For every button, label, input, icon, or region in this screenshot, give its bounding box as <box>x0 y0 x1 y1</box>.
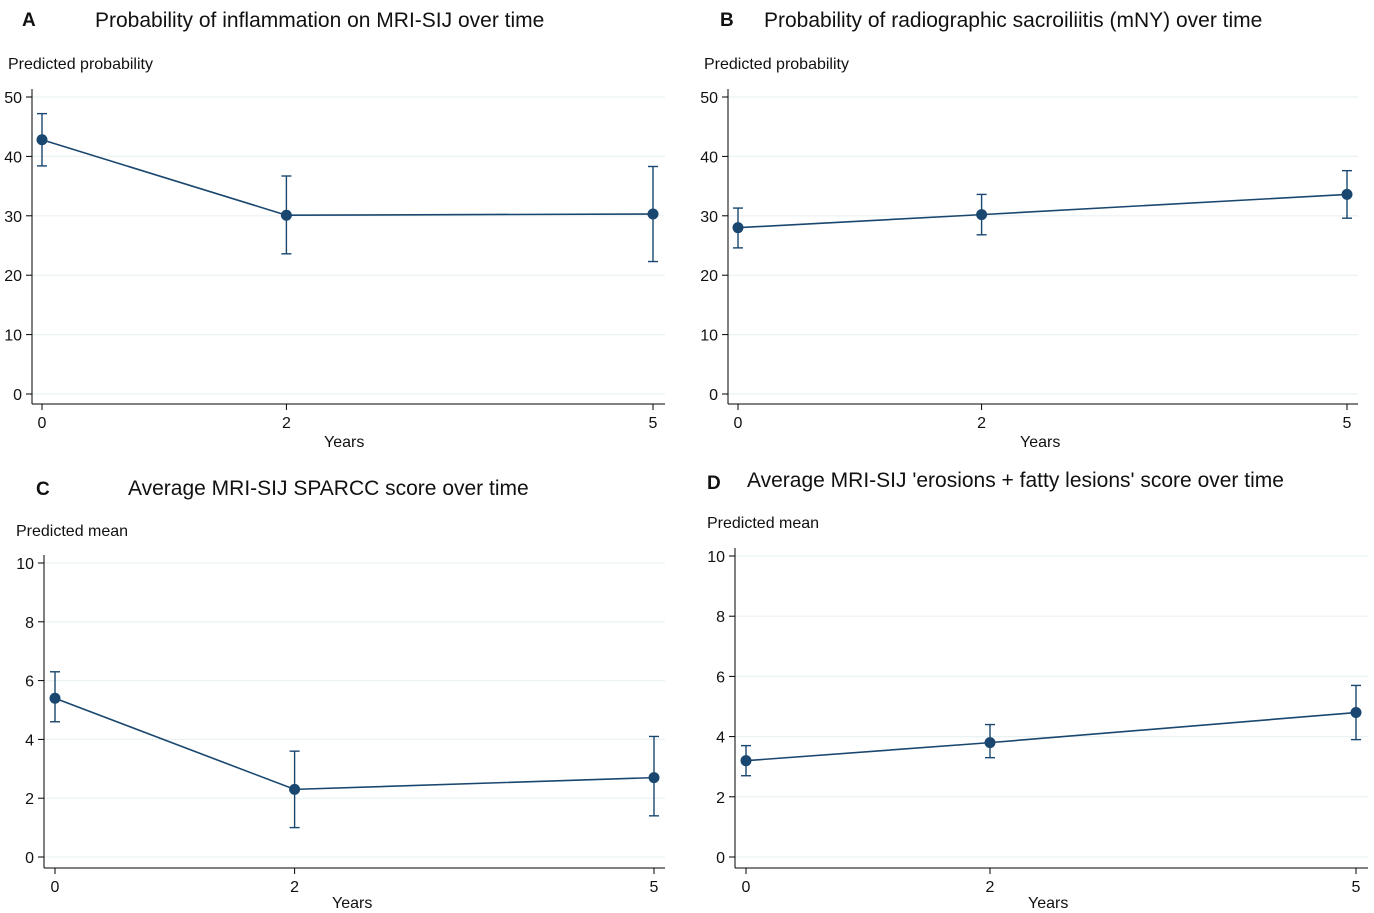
plot-area: 0 10 20 30 40 50 0 2 5 <box>4 89 665 432</box>
data-point <box>984 737 996 749</box>
x-axis-label: Years <box>332 895 373 912</box>
series-line <box>41 139 654 217</box>
chart-panel-d: D Average MRI-SIJ 'erosions + fatty lesi… <box>690 460 1374 912</box>
y-tick-label: 30 <box>700 209 718 226</box>
data-point <box>732 222 744 234</box>
x-tick-label: 0 <box>51 879 60 896</box>
panel-letter: C <box>36 479 50 500</box>
y-tick-label: 4 <box>25 732 34 749</box>
y-tick-label: 20 <box>4 268 22 285</box>
data-point <box>648 772 660 784</box>
x-tick-label: 2 <box>986 879 995 896</box>
data-point <box>36 134 48 146</box>
y-tick-label: 6 <box>716 669 725 686</box>
y-tick-label: 50 <box>700 90 718 107</box>
y-tick-label: 40 <box>700 149 718 166</box>
data-point <box>280 209 292 221</box>
chart-title: Probability of radiographic sacroiliitis… <box>764 9 1263 32</box>
x-tick-label: 2 <box>282 415 291 432</box>
data-point <box>1341 188 1353 200</box>
panel-letter: D <box>707 473 721 494</box>
series-line <box>54 697 655 791</box>
y-tick-label: 10 <box>4 328 22 345</box>
y-tick-label: 20 <box>700 268 718 285</box>
chart-panel-b: B Probability of radiographic sacroiliit… <box>690 0 1374 460</box>
plot-area: 0 10 20 30 40 50 0 2 5 <box>700 89 1358 432</box>
chart-title: Average MRI-SIJ 'erosions + fatty lesion… <box>747 469 1284 492</box>
plot-area: 0 2 4 6 8 10 0 2 5 <box>16 555 665 896</box>
y-tick-label: 0 <box>709 387 718 404</box>
y-axis-label: Predicted probability <box>8 56 153 73</box>
x-tick-label: 5 <box>650 879 659 896</box>
y-tick-label: 8 <box>25 615 34 632</box>
chart-panel-c: C Average MRI-SIJ SPARCC score over time… <box>0 460 690 912</box>
data-point <box>1350 707 1362 719</box>
x-tick-label: 2 <box>977 415 986 432</box>
y-tick-label: 10 <box>16 556 34 573</box>
x-tick-label: 5 <box>649 415 658 432</box>
y-tick-label: 10 <box>707 549 725 566</box>
y-tick-label: 2 <box>716 790 725 807</box>
y-axis-label: Predicted probability <box>704 56 849 73</box>
series-line <box>737 193 1348 229</box>
plot-area: 0 2 4 6 8 10 0 2 5 <box>707 548 1368 896</box>
panel-letter: B <box>720 10 734 31</box>
data-point <box>647 208 659 220</box>
y-tick-label: 8 <box>716 609 725 626</box>
y-tick-label: 50 <box>4 90 22 107</box>
y-axis-label: Predicted mean <box>707 515 820 532</box>
y-tick-label: 0 <box>25 850 34 867</box>
x-tick-label: 0 <box>734 415 743 432</box>
x-tick-label: 2 <box>290 879 299 896</box>
data-point <box>976 209 988 221</box>
panel-letter: A <box>22 10 36 31</box>
y-axis-label: Predicted mean <box>16 523 129 540</box>
x-axis-label: Years <box>1020 434 1061 451</box>
x-tick-label: 5 <box>1343 415 1352 432</box>
data-point <box>289 783 301 795</box>
chart-panel-a: A Probability of inflammation on MRI-SIJ… <box>0 0 690 460</box>
x-axis-label: Years <box>324 434 365 451</box>
y-tick-label: 0 <box>716 850 725 867</box>
x-tick-label: 0 <box>742 879 751 896</box>
data-point <box>740 755 752 767</box>
chart-title: Average MRI-SIJ SPARCC score over time <box>128 477 529 500</box>
y-tick-label: 2 <box>25 791 34 808</box>
y-tick-label: 0 <box>13 387 22 404</box>
data-point <box>49 692 61 704</box>
x-tick-label: 5 <box>1352 879 1361 896</box>
y-tick-label: 40 <box>4 149 22 166</box>
y-tick-label: 30 <box>4 209 22 226</box>
y-tick-label: 10 <box>700 328 718 345</box>
chart-title: Probability of inflammation on MRI-SIJ o… <box>95 9 545 32</box>
x-axis-label: Years <box>1028 895 1069 912</box>
y-tick-label: 4 <box>716 730 725 747</box>
x-tick-label: 0 <box>38 415 47 432</box>
y-tick-label: 6 <box>25 674 34 691</box>
